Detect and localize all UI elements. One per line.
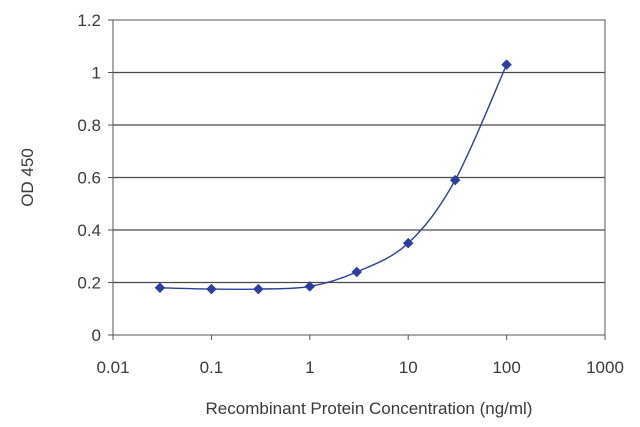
grid-lines bbox=[113, 71, 605, 284]
x-tick-label: 1000 bbox=[586, 358, 624, 377]
data-point-marker bbox=[304, 281, 316, 292]
y-tick-label: 1.2 bbox=[77, 11, 101, 30]
x-tick-label: 0.1 bbox=[200, 358, 224, 377]
axis-tick-labels: 0 0.2 0.4 0.6 0.8 1 1.2 0.01 0.1 1 10 100 1000 bbox=[77, 11, 624, 377]
data-series bbox=[154, 59, 512, 295]
y-tick-label: 0 bbox=[92, 326, 101, 345]
y-tick-label: 0.6 bbox=[77, 169, 101, 188]
x-axis-title: Recombinant Protein Concentration (ng/ml… bbox=[206, 399, 533, 418]
series-line bbox=[159, 64, 508, 291]
data-point-marker bbox=[449, 174, 461, 186]
y-tick-label: 0.2 bbox=[77, 274, 101, 293]
data-point-marker bbox=[252, 283, 264, 295]
x-tick-label: 10 bbox=[399, 358, 418, 377]
y-tick-label: 0.8 bbox=[77, 116, 101, 135]
x-tick-label: 0.01 bbox=[96, 358, 129, 377]
data-point-marker bbox=[154, 282, 166, 294]
data-point-marker bbox=[351, 266, 363, 278]
y-tick-label: 1 bbox=[92, 64, 101, 83]
x-tick-label: 1 bbox=[305, 358, 314, 377]
y-tick-label: 0.4 bbox=[77, 221, 101, 240]
y-axis-title: OD 450 bbox=[18, 148, 37, 207]
data-point-marker bbox=[402, 237, 414, 249]
data-point-marker bbox=[501, 59, 512, 70]
x-tick-label: 100 bbox=[492, 358, 520, 377]
data-point-marker bbox=[206, 283, 217, 295]
